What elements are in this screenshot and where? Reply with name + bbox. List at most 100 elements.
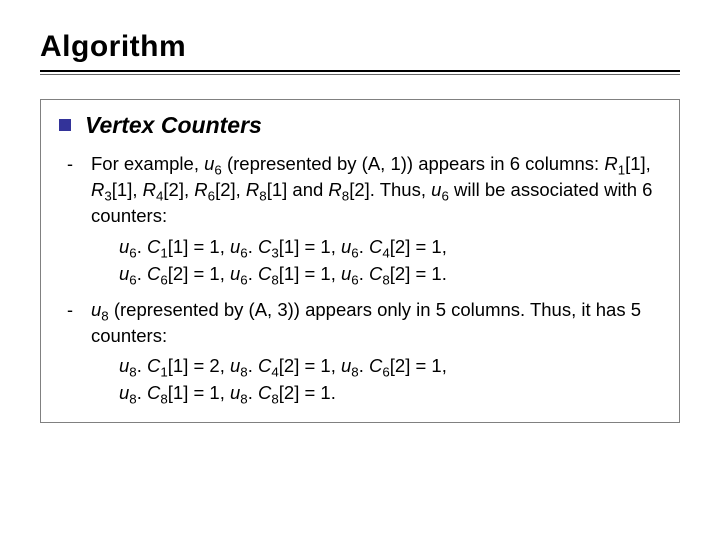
list-item: - u8 (represented by (A, 3)) appears onl…: [59, 297, 661, 349]
var-c: C: [258, 382, 271, 403]
text-fragment: [2] = 1,: [279, 355, 341, 376]
var-r: R: [91, 179, 104, 200]
var-r: R: [143, 179, 156, 200]
var-u: u: [230, 355, 240, 376]
subscript: 6: [351, 245, 358, 260]
text-fragment: [1],: [112, 179, 143, 200]
subscript: 6: [351, 272, 358, 287]
counter-line: u8. C1[1] = 2, u8. C4[2] = 1, u8. C6[2] …: [59, 354, 661, 379]
subscript: 6: [214, 163, 221, 178]
text-fragment: [2].: [349, 179, 380, 200]
var-u: u: [91, 299, 101, 320]
counter-line: u6. C1[1] = 1, u6. C3[1] = 1, u6. C4[2] …: [59, 235, 661, 260]
var-u: u: [230, 382, 240, 403]
var-c: C: [147, 382, 160, 403]
item2-text: u8 (represented by (A, 3)) appears only …: [91, 297, 661, 349]
var-u: u: [119, 382, 129, 403]
bullet-square-icon: [59, 119, 71, 131]
subscript: 8: [101, 308, 108, 323]
var-u: u: [119, 355, 129, 376]
text-fragment: [2] = 1.: [279, 382, 336, 403]
subscript: 8: [259, 189, 266, 204]
subscript: 6: [240, 272, 247, 287]
var-u: u: [230, 263, 240, 284]
var-r: R: [604, 153, 617, 174]
text-fragment: .: [248, 236, 258, 257]
subscript: 8: [240, 365, 247, 380]
var-c: C: [147, 263, 160, 284]
subscript: 8: [271, 272, 278, 287]
text-fragment: [2] = 1,: [390, 236, 447, 257]
text-fragment: .: [248, 355, 258, 376]
text-fragment: .: [137, 382, 147, 403]
var-r: R: [194, 179, 207, 200]
var-c: C: [369, 236, 382, 257]
text-fragment: [1] = 2,: [168, 355, 230, 376]
text-fragment: [2],: [215, 179, 246, 200]
counter-line: u6. C6[2] = 1, u6. C8[1] = 1, u6. C8[2] …: [59, 262, 661, 287]
subscript: 4: [271, 365, 278, 380]
title-underline: [40, 70, 680, 75]
slide: Algorithm Vertex Counters - For example,…: [0, 0, 720, 540]
subscript: 6: [240, 245, 247, 260]
counter-line: u8. C8[1] = 1, u8. C8[2] = 1.: [59, 381, 661, 406]
subscript: 6: [208, 189, 215, 204]
var-c: C: [258, 355, 271, 376]
subscript: 6: [129, 245, 136, 260]
var-u: u: [204, 153, 214, 174]
dash-icon: -: [67, 151, 73, 178]
text-fragment: (represented by (A, 3)) appears only in …: [91, 299, 641, 346]
subscript: 6: [382, 365, 389, 380]
var-r: R: [328, 179, 341, 200]
var-u: u: [119, 263, 129, 284]
subscript: 8: [129, 392, 136, 407]
var-u: u: [341, 355, 351, 376]
subscript: 4: [382, 245, 389, 260]
text-fragment: [1] = 1,: [168, 236, 230, 257]
text-fragment: .: [359, 263, 369, 284]
text-fragment: .: [137, 236, 147, 257]
subscript: 8: [271, 392, 278, 407]
var-c: C: [369, 263, 382, 284]
subscript: 8: [129, 365, 136, 380]
slide-title: Algorithm: [40, 30, 680, 64]
var-r: R: [246, 179, 259, 200]
text-fragment: [1],: [625, 153, 651, 174]
text-fragment: .: [137, 263, 147, 284]
var-c: C: [258, 263, 271, 284]
subscript: 6: [129, 272, 136, 287]
heading-row: Vertex Counters: [59, 112, 661, 139]
var-c: C: [369, 355, 382, 376]
var-c: C: [147, 236, 160, 257]
text-fragment: [1] = 1,: [279, 236, 341, 257]
dash-icon: -: [67, 297, 73, 324]
text-fragment: [2],: [163, 179, 194, 200]
subscript: 8: [351, 365, 358, 380]
text-fragment: .: [359, 355, 369, 376]
text-fragment: [1] and: [267, 179, 329, 200]
var-u: u: [230, 236, 240, 257]
subscript: 8: [160, 392, 167, 407]
section-heading: Vertex Counters: [85, 112, 262, 139]
text-fragment: [2] = 1,: [390, 355, 447, 376]
subscript: 6: [441, 189, 448, 204]
text-fragment: .: [359, 236, 369, 257]
text-fragment: [2] = 1,: [168, 263, 230, 284]
subscript: 8: [382, 272, 389, 287]
text-fragment: [2] = 1.: [390, 263, 447, 284]
var-u: u: [119, 236, 129, 257]
text-fragment: (represented by (A, 1)) appears in 6 col…: [222, 153, 605, 174]
var-u: u: [341, 263, 351, 284]
var-c: C: [258, 236, 271, 257]
text-fragment: [1] = 1,: [279, 263, 341, 284]
subscript: 3: [104, 189, 111, 204]
text-fragment: [1] = 1,: [168, 382, 230, 403]
subscript: 3: [271, 245, 278, 260]
var-c: C: [147, 355, 160, 376]
subscript: 1: [160, 365, 167, 380]
text-fragment: For example,: [91, 153, 204, 174]
subscript: 8: [240, 392, 247, 407]
subscript: 1: [618, 163, 625, 178]
list-item: - For example, u6 (represented by (A, 1)…: [59, 151, 661, 229]
text-fragment: .: [248, 382, 258, 403]
